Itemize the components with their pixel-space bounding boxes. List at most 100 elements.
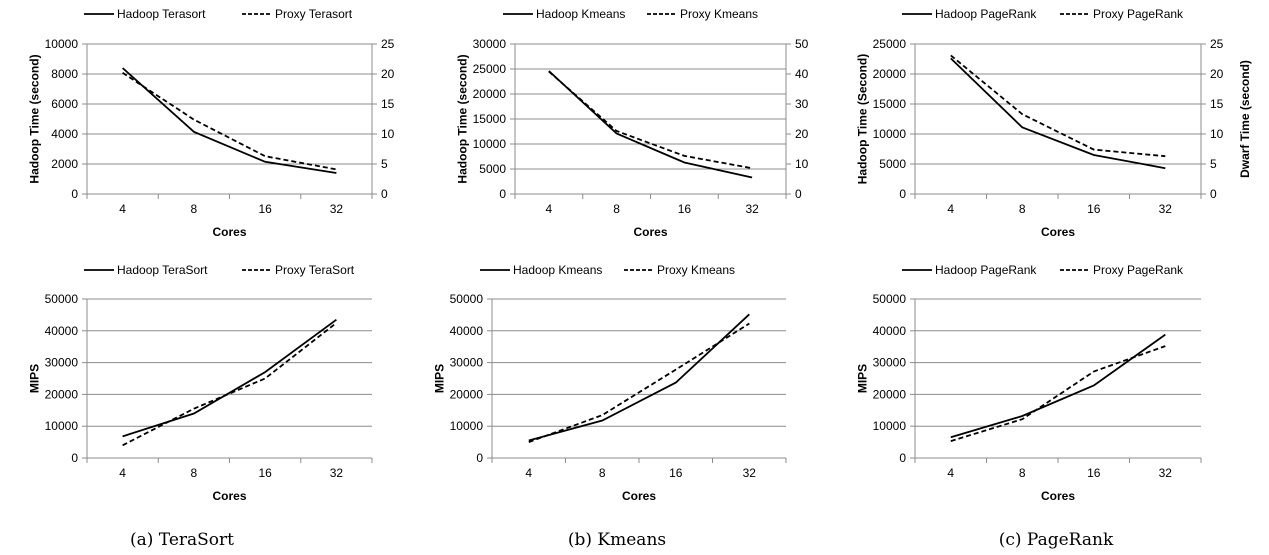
y-tick-label: 5000 <box>879 157 906 171</box>
y2-tick-label: 20 <box>795 127 809 141</box>
y-tick-label: 30000 <box>450 356 484 370</box>
x-tick-label: 4 <box>947 202 954 216</box>
y-tick-label: 0 <box>71 451 78 465</box>
legend-label: Proxy TeraSort <box>275 263 355 277</box>
y2-tick-label: 50 <box>795 37 809 51</box>
y-tick-label: 20000 <box>450 387 484 401</box>
series-line-proxy-pagerank <box>950 54 1166 158</box>
y2-tick-label: 40 <box>795 67 809 81</box>
x-tick-label: 4 <box>947 466 954 480</box>
x-axis-label: Cores <box>212 225 246 239</box>
y2-tick-label: 30 <box>795 97 809 111</box>
x-tick-label: 4 <box>525 466 532 480</box>
y-tick-label: 2000 <box>51 157 78 171</box>
x-tick-label: 32 <box>745 202 759 216</box>
chart-panel-1: 10000 8000 6000 4000 2000 0 25 20 15 10 5 0 4 8 16 32 Co… <box>28 7 395 239</box>
legend-label: Proxy PageRank <box>1093 7 1184 21</box>
y-tick-label: 50000 <box>45 292 79 306</box>
chart-panel-6: 50000 40000 30000 20000 10000 0 4 8 16 32 Cores MIP… <box>856 263 1202 503</box>
y2-tick-label: 25 <box>1210 37 1224 51</box>
legend-label: Hadoop PageRank <box>935 263 1037 277</box>
x-tick-label: 16 <box>1087 466 1101 480</box>
x-tick-label: 16 <box>1087 202 1101 216</box>
y2-tick-label: 0 <box>1210 187 1217 201</box>
x-tick-label: 32 <box>330 466 344 480</box>
series-line-hadoop-terasort <box>122 318 337 438</box>
chart-panel-4: 50000 40000 30000 20000 10000 0 4 8 16 32 Cores MIP… <box>28 263 373 503</box>
x-axis-label: Cores <box>1041 489 1075 503</box>
caption-c: (c) PageRank <box>999 530 1114 550</box>
y-tick-label: 20000 <box>873 387 907 401</box>
y2-tick-label: 10 <box>795 157 809 171</box>
x-tick-label: 32 <box>330 202 344 216</box>
y-tick-label: 6000 <box>51 97 78 111</box>
y-tick-label: 0 <box>499 187 506 201</box>
y-tick-label: 40000 <box>873 324 907 338</box>
y-tick-label: 15000 <box>473 112 507 126</box>
y-tick-label: 15000 <box>873 97 907 111</box>
y-axis-label: Hadoop Time (Second) <box>856 54 870 184</box>
y-tick-label: 4000 <box>51 127 78 141</box>
y-tick-label: 20000 <box>473 87 507 101</box>
y2-tick-label: 0 <box>381 187 388 201</box>
series-line-proxy-kmeans <box>528 322 750 443</box>
caption-b: (b) Kmeans <box>568 530 666 550</box>
y-tick-label: 10000 <box>45 419 79 433</box>
y2-tick-label: 5 <box>381 157 388 171</box>
x-tick-label: 32 <box>1159 466 1173 480</box>
series-line-proxy-terasort <box>122 322 337 447</box>
x-tick-label: 16 <box>678 202 692 216</box>
legend-label: Hadoop Kmeans <box>513 263 602 277</box>
x-axis-label: Cores <box>622 489 656 503</box>
x-tick-label: 8 <box>599 466 606 480</box>
series-line-hadoop-kmeans <box>528 313 750 442</box>
y-tick-label: 5000 <box>479 162 506 176</box>
y-tick-label: 10000 <box>873 127 907 141</box>
legend-label: Proxy Terasort <box>275 7 353 21</box>
x-axis-label: Cores <box>633 225 667 239</box>
y2-tick-label: 10 <box>381 127 395 141</box>
y-tick-label: 8000 <box>51 67 78 81</box>
y-tick-label: 10000 <box>45 37 79 51</box>
y-tick-label: 50000 <box>873 292 907 306</box>
y2-tick-label: 15 <box>381 97 395 111</box>
x-tick-label: 16 <box>258 466 272 480</box>
y-tick-label: 0 <box>476 451 483 465</box>
y-tick-label: 25000 <box>473 62 507 76</box>
y-tick-label: 0 <box>899 451 906 465</box>
y-axis-label: MIPS <box>856 364 870 393</box>
y-axis-label: Hadoop Time (second) <box>456 54 470 183</box>
y-tick-label: 20000 <box>45 387 79 401</box>
y2-tick-label: 25 <box>381 37 395 51</box>
x-tick-label: 8 <box>191 466 198 480</box>
y-tick-label: 10000 <box>873 419 907 433</box>
x-tick-label: 8 <box>1019 466 1026 480</box>
chart-panel-2: 3000025000200001500010000500005040302010… <box>456 7 809 239</box>
y2-tick-label: 15 <box>1210 97 1224 111</box>
series-line-hadoop-pagerank <box>950 333 1166 439</box>
legend-label: Proxy Kmeans <box>680 7 758 21</box>
y-tick-label: 30000 <box>45 356 79 370</box>
x-tick-label: 32 <box>743 466 757 480</box>
legend-label: Hadoop TeraSort <box>117 263 208 277</box>
x-tick-label: 32 <box>1159 202 1173 216</box>
series-line-hadoop-terasort <box>121 67 337 174</box>
y2-tick-label: 0 <box>795 187 802 201</box>
legend-label: Hadoop Kmeans <box>536 7 625 21</box>
legend-label: Proxy Kmeans <box>657 263 735 277</box>
x-axis-label: Cores <box>212 489 246 503</box>
series-line-hadoop-kmeans <box>548 70 753 179</box>
caption-a: (a) TeraSort <box>130 530 234 550</box>
y-axis-label: MIPS <box>433 364 447 393</box>
y-tick-label: 0 <box>71 187 78 201</box>
y-tick-label: 40000 <box>450 324 484 338</box>
y-axis-label: MIPS <box>28 364 42 393</box>
y-tick-label: 10000 <box>473 137 507 151</box>
y2-axis-label: Dwarf Time (second) <box>1238 60 1252 178</box>
series-line-hadoop-pagerank <box>950 57 1166 170</box>
y2-tick-label: 20 <box>381 67 395 81</box>
y-tick-label: 10000 <box>450 419 484 433</box>
x-tick-label: 4 <box>119 202 126 216</box>
